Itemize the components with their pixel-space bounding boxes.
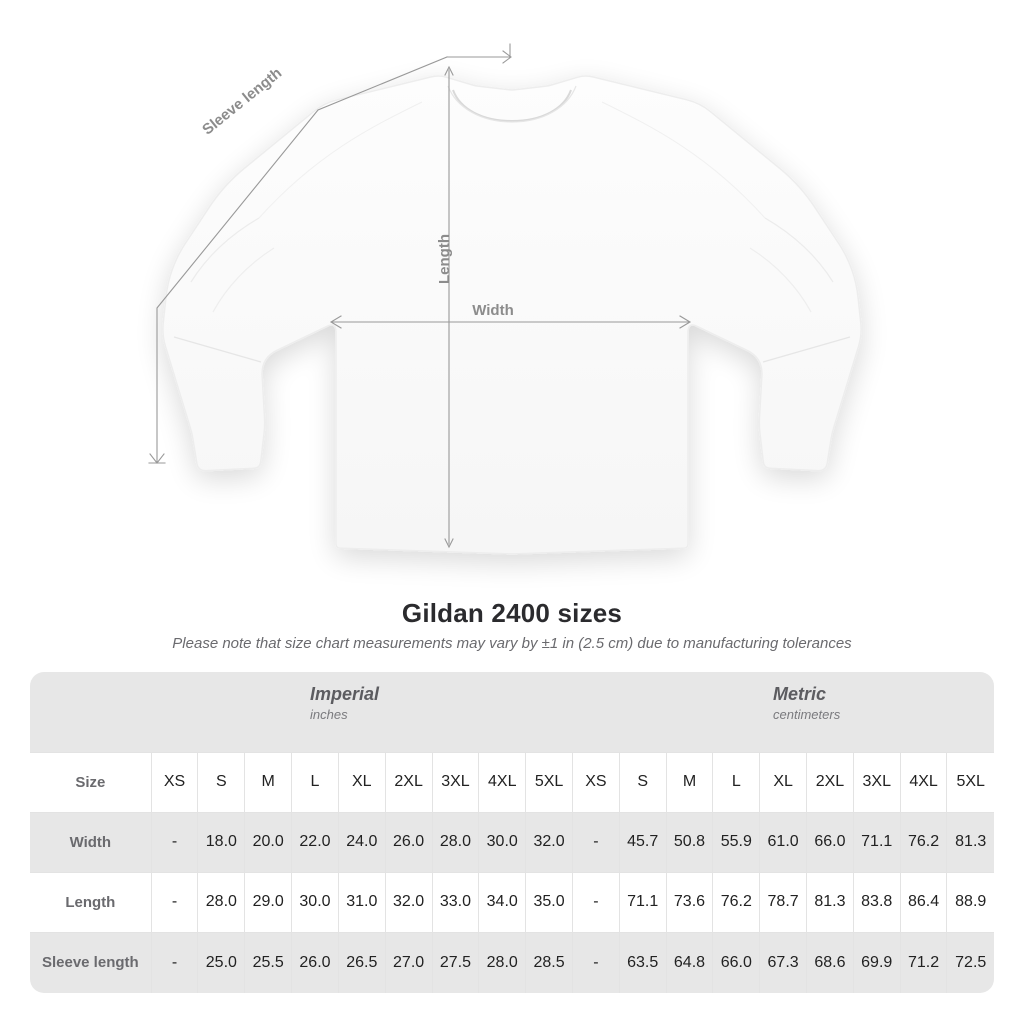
svg-text:Length: Length	[436, 234, 453, 284]
svg-text:Width: Width	[472, 302, 514, 319]
svg-text:Sleeve length: Sleeve length	[199, 64, 285, 138]
